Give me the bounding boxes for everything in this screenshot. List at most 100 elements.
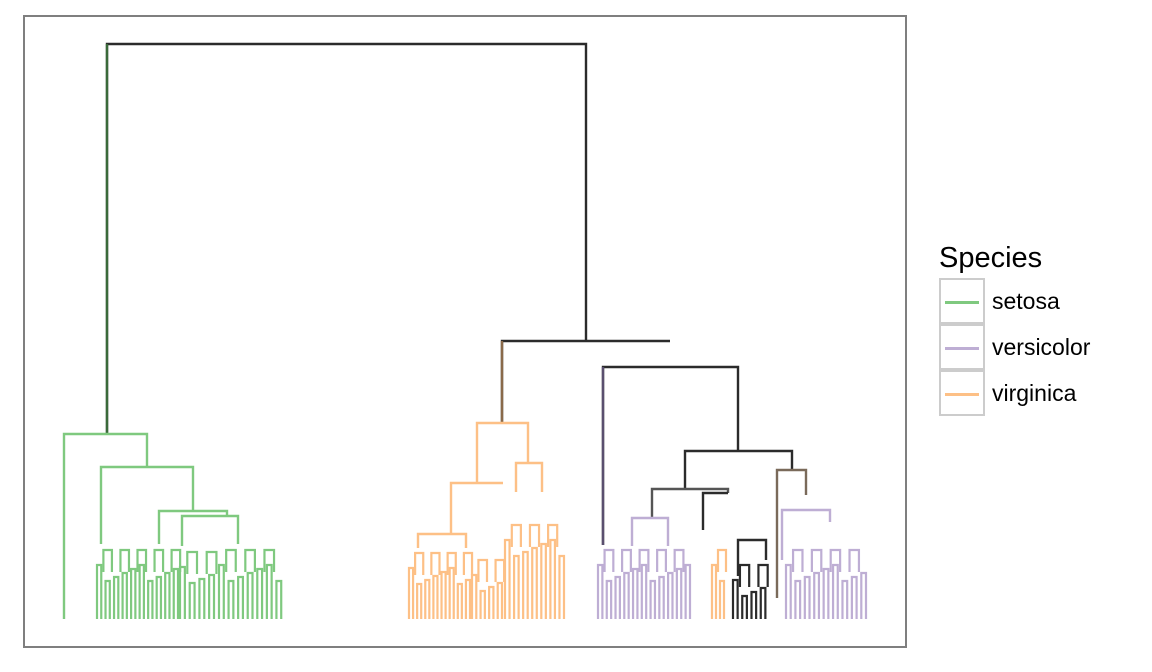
legend-swatch-setosa bbox=[945, 301, 979, 304]
versicolor-leaves-1-sub-branch bbox=[656, 548, 668, 572]
virginica-branch-a bbox=[449, 481, 503, 534]
legend-swatch-virginica bbox=[945, 393, 979, 396]
setosa-leaves-3-leaf-pair bbox=[246, 571, 254, 619]
versicolor-leaves-2-leaf-pair bbox=[784, 563, 792, 619]
virginica-branch-c bbox=[416, 532, 468, 548]
setosa-leaves-3-leaf-pair bbox=[275, 579, 283, 619]
virginica-leaves-2-leaf-pair bbox=[470, 573, 478, 619]
virginica-leaves-2 bbox=[470, 558, 506, 619]
virginica-leaves-1-leaf-pair bbox=[440, 570, 447, 619]
virginica-leaves-3-leaf-pair bbox=[503, 538, 511, 619]
setosa-branch-b bbox=[157, 509, 229, 544]
legend-label-setosa: setosa bbox=[992, 287, 1060, 314]
legend-key-setosa bbox=[939, 278, 985, 324]
virginica-leaves-1-leaf-pair bbox=[432, 574, 439, 619]
virginica-leaves-2-sub-branch bbox=[477, 558, 489, 582]
versicolor-leaves-2-sub-branch bbox=[829, 548, 842, 572]
versicolor-leaves-1-leaf-pair bbox=[640, 563, 648, 619]
legend-title: Species bbox=[939, 242, 1043, 274]
setosa-leaves-3-leaf-pair bbox=[256, 567, 264, 619]
setosa-leaves-1-sub-branch bbox=[153, 548, 165, 572]
virginica-leaves-2-leaf-pair bbox=[488, 585, 495, 619]
virginica-leaves-3-sub-branch bbox=[547, 523, 559, 547]
setosa-leaves-3-sub-branch bbox=[244, 548, 256, 572]
versicolor-leaves-1-leaf-pair bbox=[623, 571, 630, 619]
virginica-in-versicolor-leaves bbox=[710, 548, 728, 619]
versicolor-leaves-1-leaf-pair bbox=[614, 575, 622, 619]
virginica-in-versicolor-leaves-leaf-pair bbox=[710, 563, 718, 619]
virginica-top bbox=[475, 421, 530, 483]
mixed-leaves-sub-branch bbox=[738, 563, 751, 587]
root-branch bbox=[105, 42, 588, 434]
legend-item-setosa: setosa bbox=[939, 278, 1119, 324]
versicolor-leaves-1-leaf-pair bbox=[666, 571, 674, 619]
versicolor-leaves-1 bbox=[596, 548, 692, 619]
versicolor-leaves-2-leaf-pair bbox=[822, 567, 830, 619]
setosa-leaves-2-leaf-pair bbox=[208, 573, 216, 619]
virginica-branch-b bbox=[514, 461, 544, 492]
versicolor-leaves-1-sub-branch bbox=[673, 548, 685, 572]
virginica-leaves-1-leaf-pair bbox=[424, 578, 431, 619]
legend-item-virginica: virginica bbox=[939, 370, 1119, 416]
setosa-leaves-1-leaf-pair bbox=[147, 579, 154, 619]
virginica-leaves-1-leaf-pair bbox=[407, 566, 415, 619]
versicolor-leaves-1-sub-branch bbox=[620, 548, 632, 572]
virginica-leaves-1-leaf-pair bbox=[464, 578, 472, 619]
legend-label-virginica: virginica bbox=[992, 379, 1077, 406]
versicolor-leaves-1-leaf-pair bbox=[605, 579, 613, 619]
setosa-leaves-1-leaf-pair bbox=[112, 575, 120, 619]
versicolor-leaves-1-leaf-pair bbox=[684, 563, 692, 619]
virginica-leaves-3-leaf-pair bbox=[540, 542, 547, 619]
versicolor-leaves-2-leaf-pair bbox=[850, 575, 858, 619]
virginica-leaves-3-leaf-pair bbox=[512, 554, 520, 619]
virginica-leaves-1-sub-branch bbox=[414, 551, 425, 575]
versicolor-leaves-1-leaf-pair bbox=[658, 575, 665, 619]
mixed-branch-e bbox=[736, 538, 768, 576]
virginica-leaves-1 bbox=[407, 551, 474, 619]
versicolor-leaves-1-leaf-pair bbox=[596, 563, 604, 619]
setosa-leaves-3-sub-branch bbox=[225, 548, 237, 572]
setosa-leaves-3-sub-branch bbox=[263, 548, 276, 572]
virginica-leaves-3-leaf-pair bbox=[531, 546, 538, 619]
legend-item-versicolor: versicolor bbox=[939, 324, 1119, 370]
virginica-leaves-2-leaf-pair bbox=[479, 589, 486, 619]
virginica-leaves-3-leaf-pair bbox=[558, 554, 566, 619]
setosa-leaves-1-sub-branch bbox=[170, 548, 182, 572]
setosa-leaves-1-leaf-pair bbox=[164, 571, 171, 619]
setosa-leaves-3-leaf-pair bbox=[217, 563, 225, 619]
versicolor-branch-c bbox=[630, 516, 670, 546]
versicolor-leaves-2 bbox=[784, 548, 868, 619]
virginica-leaves-1-leaf-pair bbox=[448, 566, 455, 619]
setosa-top bbox=[62, 432, 149, 619]
setosa-leaves-1-leaf-pair bbox=[121, 571, 128, 619]
versicolor-leaves-1-sub-branch bbox=[638, 548, 650, 572]
mixed-branch-b bbox=[650, 487, 730, 518]
setosa-leaves-1-sub-branch bbox=[136, 548, 148, 572]
setosa-leaves-2-leaf-pair bbox=[188, 581, 196, 619]
mixed-branch-f bbox=[775, 468, 808, 598]
virginica-leaves-1-sub-branch bbox=[462, 551, 474, 575]
setosa-branch-c bbox=[180, 514, 240, 546]
versicolor-leaves-2-leaf-pair bbox=[831, 563, 839, 619]
virginica-leaves-3-leaf-pair bbox=[522, 550, 529, 619]
legend-swatch-versicolor bbox=[945, 347, 979, 350]
setosa-leaves-1 bbox=[95, 548, 182, 619]
virginica-leaves-3-sub-branch bbox=[510, 523, 522, 547]
setosa-leaves-3-leaf-pair bbox=[265, 563, 273, 619]
versicolor-leaves-2-leaf-pair bbox=[794, 579, 802, 619]
setosa-leaves-2-sub-branch bbox=[205, 550, 218, 574]
dendrogram-tree bbox=[62, 42, 868, 619]
mixed-leaves-sub-branch bbox=[757, 563, 769, 587]
legend-key-virginica bbox=[939, 370, 985, 416]
mixed-leaves bbox=[731, 563, 769, 619]
legend-label-versicolor: versicolor bbox=[992, 333, 1091, 360]
legend-key-versicolor bbox=[939, 324, 985, 370]
virginica-leaves-1-sub-branch bbox=[430, 551, 441, 575]
mixed-leaves-leaf-pair bbox=[750, 590, 758, 619]
versicolor-leaves-1-leaf-pair bbox=[649, 579, 657, 619]
versicolor-leaves-1-leaf-pair bbox=[675, 567, 683, 619]
right-group-top bbox=[500, 339, 670, 423]
setosa-leaves-1-leaf-pair bbox=[130, 567, 137, 619]
setosa-leaves-1-leaf-pair bbox=[155, 575, 163, 619]
mixed-branch-a bbox=[683, 449, 794, 489]
